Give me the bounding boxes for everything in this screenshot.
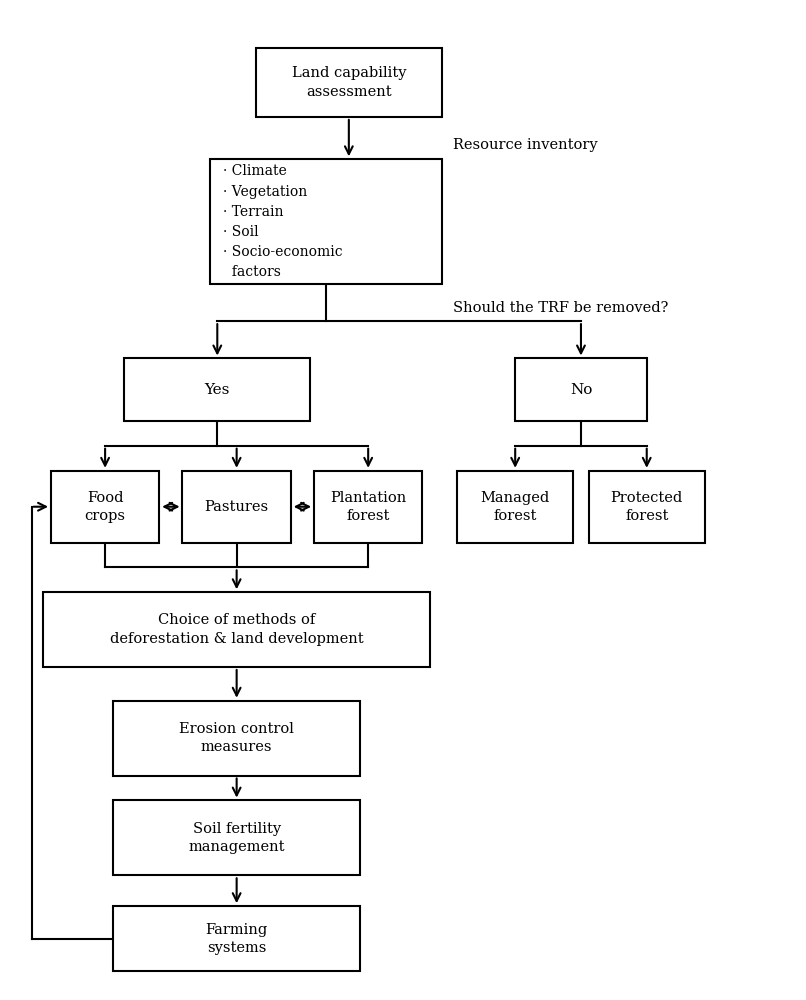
Text: Erosion control
measures: Erosion control measures (179, 722, 294, 754)
FancyBboxPatch shape (44, 592, 430, 667)
FancyBboxPatch shape (210, 159, 442, 284)
Text: Land capability
assessment: Land capability assessment (292, 66, 406, 99)
FancyBboxPatch shape (588, 471, 704, 543)
Text: Pastures: Pastures (205, 500, 268, 514)
Text: Should the TRF be removed?: Should the TRF be removed? (453, 301, 669, 315)
Text: Food
crops: Food crops (85, 491, 126, 523)
FancyBboxPatch shape (256, 48, 442, 117)
Text: No: No (570, 383, 592, 397)
FancyBboxPatch shape (515, 358, 646, 421)
Text: Yes: Yes (205, 383, 230, 397)
Text: Managed
forest: Managed forest (480, 491, 550, 523)
Text: Protected
forest: Protected forest (611, 491, 683, 523)
FancyBboxPatch shape (457, 471, 573, 543)
Text: Resource inventory: Resource inventory (453, 138, 598, 152)
Text: Choice of methods of
deforestation & land development: Choice of methods of deforestation & lan… (110, 613, 364, 646)
FancyBboxPatch shape (124, 358, 310, 421)
FancyBboxPatch shape (113, 800, 360, 875)
FancyBboxPatch shape (51, 471, 160, 543)
Text: · Climate
· Vegetation
· Terrain
· Soil
· Socio-economic
  factors: · Climate · Vegetation · Terrain · Soil … (223, 164, 343, 279)
FancyBboxPatch shape (113, 701, 360, 776)
FancyBboxPatch shape (113, 906, 360, 971)
Text: Farming
systems: Farming systems (206, 923, 268, 955)
Text: Soil fertility
management: Soil fertility management (189, 822, 285, 854)
FancyBboxPatch shape (314, 471, 422, 543)
Text: Plantation
forest: Plantation forest (330, 491, 406, 523)
FancyBboxPatch shape (182, 471, 291, 543)
